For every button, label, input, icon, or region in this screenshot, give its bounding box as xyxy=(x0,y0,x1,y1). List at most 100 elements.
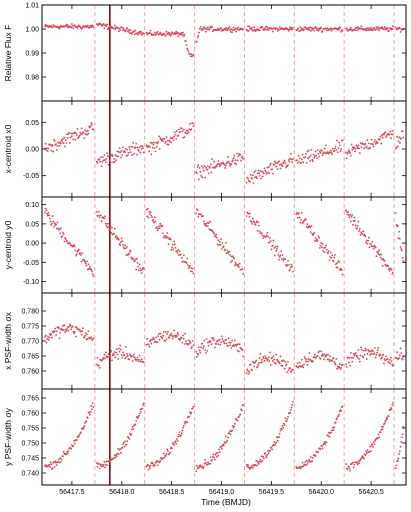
data-point xyxy=(265,171,267,173)
data-point xyxy=(247,370,249,372)
data-point xyxy=(198,178,200,181)
data-point xyxy=(329,151,332,154)
data-point xyxy=(382,425,385,428)
data-point xyxy=(215,343,218,345)
data-point xyxy=(215,233,218,236)
data-point xyxy=(258,224,260,227)
data-point xyxy=(310,26,313,29)
data-point xyxy=(322,249,325,252)
data-point xyxy=(73,244,75,246)
data-point xyxy=(147,468,150,471)
data-point xyxy=(86,260,89,263)
data-point xyxy=(367,148,369,150)
data-point xyxy=(254,30,257,33)
data-point xyxy=(197,215,200,218)
data-point xyxy=(165,30,168,33)
data-point xyxy=(92,337,95,340)
data-point xyxy=(224,241,227,244)
data-point xyxy=(50,149,53,152)
data-point xyxy=(119,344,122,347)
data-point xyxy=(325,244,327,247)
data-point xyxy=(139,408,142,411)
data-point xyxy=(251,217,254,220)
data-point xyxy=(131,428,133,431)
data-point xyxy=(331,254,334,257)
data-point xyxy=(220,447,223,450)
data-point xyxy=(332,429,335,431)
data-point xyxy=(168,33,171,36)
data-point xyxy=(395,223,398,226)
data-point xyxy=(226,439,229,442)
data-point xyxy=(189,270,192,273)
data-point xyxy=(319,151,322,154)
data-point xyxy=(389,137,392,140)
data-point xyxy=(345,151,347,154)
data-point xyxy=(305,218,307,221)
data-point xyxy=(142,361,145,363)
data-point xyxy=(380,429,383,431)
data-point xyxy=(211,455,214,458)
data-point xyxy=(108,228,111,231)
data-point xyxy=(195,465,198,467)
data-point xyxy=(116,353,119,356)
data-point xyxy=(387,415,390,418)
data-point xyxy=(333,426,336,429)
data-point xyxy=(265,234,268,237)
data-point xyxy=(315,240,318,243)
data-point xyxy=(51,143,54,146)
data-point xyxy=(228,432,231,434)
data-point xyxy=(176,252,179,254)
data-point xyxy=(169,334,171,337)
data-point xyxy=(142,147,144,149)
data-point xyxy=(258,463,260,465)
data-point xyxy=(265,456,268,459)
data-point xyxy=(291,158,294,161)
data-point xyxy=(129,29,132,32)
data-point xyxy=(261,25,264,28)
data-point xyxy=(295,213,298,216)
data-point xyxy=(296,362,299,365)
data-point xyxy=(285,363,288,366)
data-point xyxy=(280,250,283,253)
data-point xyxy=(192,405,195,408)
data-point xyxy=(374,347,376,349)
data-point xyxy=(349,28,352,31)
data-point xyxy=(285,420,288,423)
data-point xyxy=(78,433,81,436)
data-point xyxy=(114,356,117,359)
data-point xyxy=(298,30,301,33)
data-point xyxy=(245,215,248,217)
data-point xyxy=(261,459,264,462)
data-point xyxy=(220,341,222,344)
data-point xyxy=(72,330,75,333)
data-point xyxy=(92,406,95,408)
data-point xyxy=(186,421,189,424)
data-point xyxy=(365,450,367,453)
data-point xyxy=(69,136,72,139)
data-point xyxy=(331,359,334,362)
data-point xyxy=(400,248,403,250)
data-point xyxy=(398,354,401,357)
data-point xyxy=(113,454,116,457)
panel-frame xyxy=(41,100,407,198)
data-point xyxy=(53,461,55,464)
data-point xyxy=(124,147,127,150)
data-point xyxy=(217,239,220,242)
data-point xyxy=(279,429,282,432)
data-point xyxy=(172,139,175,142)
data-point xyxy=(56,221,59,224)
data-point xyxy=(199,27,202,30)
data-point xyxy=(146,146,149,149)
panel-frame xyxy=(41,4,407,102)
data-point xyxy=(141,145,144,148)
data-point xyxy=(315,154,318,157)
data-point xyxy=(75,132,77,135)
data-point xyxy=(251,369,254,372)
y-tick-label: 0.00 xyxy=(25,241,39,248)
data-point xyxy=(397,237,400,240)
data-point xyxy=(223,342,226,345)
data-point xyxy=(199,464,202,467)
data-point xyxy=(271,244,274,247)
data-point xyxy=(180,432,183,435)
data-point xyxy=(51,467,54,470)
